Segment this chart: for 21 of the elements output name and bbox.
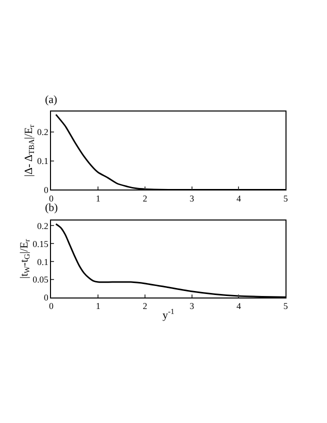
y-tick-label: 0.2 xyxy=(37,127,48,138)
x-tick-label: 4 xyxy=(236,301,242,312)
y-tick-label: 0.1 xyxy=(37,156,48,166)
x-tick-label: 1 xyxy=(96,194,100,204)
x-tick-label: 3 xyxy=(190,301,195,312)
y-tick-label: 0.05 xyxy=(32,274,49,285)
x-tick-label: 4 xyxy=(236,194,242,204)
y-tick-label: 0.2 xyxy=(37,220,48,231)
y-tick-label: 0 xyxy=(44,184,49,195)
y-tick-label: 0.15 xyxy=(32,238,49,249)
chart-title: (b) xyxy=(45,202,58,214)
x-tick-label: 5 xyxy=(283,194,288,204)
chart-title: (a) xyxy=(45,94,58,106)
x-tick-label: 1 xyxy=(96,301,100,312)
x-tick-label: 2 xyxy=(142,194,148,204)
y-tick-label: 0.1 xyxy=(37,256,48,267)
y-tick-label: 0 xyxy=(44,292,49,303)
x-tick-label: 5 xyxy=(283,301,288,312)
x-tick-label: 3 xyxy=(190,194,195,204)
x-tick-label: 2 xyxy=(142,301,148,312)
x-axis-title: y$^{-1}$ xyxy=(162,306,175,322)
